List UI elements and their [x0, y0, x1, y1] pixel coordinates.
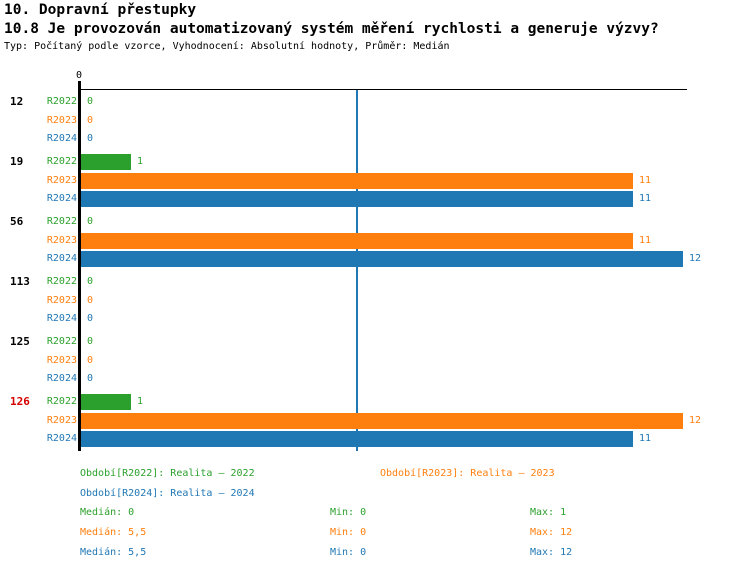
- value-label: 0: [87, 114, 94, 126]
- row-label: R2023: [46, 174, 77, 186]
- value-label: 0: [87, 313, 94, 324]
- median-line: [356, 90, 359, 451]
- group-label: 12: [10, 95, 24, 108]
- value-label: 0: [87, 294, 94, 306]
- value-label: 11: [639, 174, 652, 186]
- stat-min: Min: 0: [330, 527, 367, 538]
- group-label: 126: [10, 395, 30, 408]
- stat-max: Max: 12: [530, 547, 573, 558]
- value-label: 11: [639, 234, 652, 246]
- value-label: 0: [87, 354, 94, 366]
- question-title: 10.8 Je provozován automatizovaný systém…: [4, 21, 659, 37]
- bar: [81, 154, 131, 170]
- legend-item: Období[R2023]: Realita – 2023: [380, 468, 555, 479]
- value-label: 11: [639, 433, 652, 444]
- stat-min: Min: 0: [330, 507, 367, 518]
- bar: [81, 412, 683, 429]
- bar: [81, 191, 633, 207]
- value-label: 0: [87, 276, 94, 287]
- legend-item: Období[R2024]: Realita – 2024: [80, 488, 255, 499]
- stat-median: Medián: 5,5: [80, 527, 147, 538]
- bar: [81, 251, 683, 267]
- row-label: R2024: [46, 133, 77, 144]
- value-label: 11: [639, 193, 652, 204]
- group-label: 19: [10, 155, 24, 168]
- value-label: 12: [689, 414, 702, 426]
- row-label: R2022: [46, 276, 77, 287]
- axis-line-y: [78, 81, 81, 451]
- row-label: R2023: [46, 354, 77, 366]
- bar: [81, 431, 633, 447]
- value-label: 12: [689, 253, 702, 264]
- row-label: R2023: [46, 294, 77, 306]
- row-label: R2023: [46, 114, 77, 126]
- value-label: 0: [87, 216, 94, 227]
- bar: [81, 394, 131, 410]
- row-label: R2024: [46, 433, 77, 444]
- value-label: 0: [87, 133, 94, 144]
- value-label: 1: [137, 396, 144, 407]
- bar: [81, 172, 633, 189]
- group-label: 125: [10, 335, 30, 348]
- row-label: R2022: [46, 156, 77, 167]
- row-label: R2024: [46, 193, 77, 204]
- row-label: R2024: [46, 253, 77, 264]
- stat-min: Min: 0: [330, 547, 367, 558]
- group-label: 113: [10, 275, 30, 288]
- row-label: R2022: [46, 216, 77, 227]
- value-label: 0: [87, 336, 94, 347]
- row-label: R2024: [46, 313, 77, 324]
- row-label: R2023: [46, 234, 77, 246]
- chart-meta: Typ: Počítaný podle vzorce, Vyhodnocení:…: [4, 41, 450, 52]
- legend-item: Období[R2022]: Realita – 2022: [80, 468, 255, 479]
- bar: [81, 232, 633, 249]
- stat-median: Medián: 5,5: [80, 547, 147, 558]
- zero-tick-label: 0: [75, 70, 83, 81]
- row-label: R2022: [46, 396, 77, 407]
- stat-max: Max: 1: [530, 507, 567, 518]
- group-label: 56: [10, 215, 24, 228]
- row-label: R2024: [46, 373, 77, 384]
- stat-median: Medián: 0: [80, 507, 135, 518]
- row-label: R2023: [46, 414, 77, 426]
- axis-line-x: [78, 89, 687, 90]
- value-label: 0: [87, 373, 94, 384]
- row-label: R2022: [46, 336, 77, 347]
- stat-max: Max: 12: [530, 527, 573, 538]
- row-label: R2022: [46, 96, 77, 107]
- value-label: 1: [137, 156, 144, 167]
- report-title: 10. Dopravní přestupky: [4, 2, 197, 18]
- value-label: 0: [87, 96, 94, 107]
